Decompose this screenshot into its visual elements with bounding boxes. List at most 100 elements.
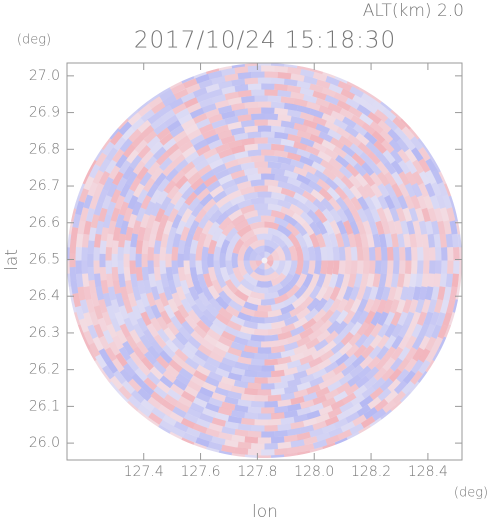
echo-cell xyxy=(206,153,221,165)
echo-cell xyxy=(267,227,284,239)
echo-cell xyxy=(309,108,324,119)
echo-cell xyxy=(137,119,152,134)
echo-cell xyxy=(267,185,283,194)
echo-cell xyxy=(237,72,252,80)
echo-cell xyxy=(402,136,416,151)
echo-cell xyxy=(267,137,282,145)
echo-cell xyxy=(437,182,448,197)
echo-cell xyxy=(247,131,262,139)
echo-cell xyxy=(110,375,123,390)
echo-cell xyxy=(161,399,176,412)
echo-cell xyxy=(283,214,298,227)
echo-cell xyxy=(307,260,316,275)
echo-cell xyxy=(270,260,280,272)
echo-cell xyxy=(305,364,320,376)
echo-cell xyxy=(264,89,278,96)
echo-cell xyxy=(344,260,352,275)
echo-cell xyxy=(377,171,390,187)
echo-cell xyxy=(346,431,360,440)
echo-cell xyxy=(457,273,462,287)
echo-cell xyxy=(363,322,376,338)
echo-cell xyxy=(136,189,149,204)
echo-cell xyxy=(209,351,224,363)
echo-cell xyxy=(110,207,121,222)
echo-cell xyxy=(106,201,117,216)
echo-cell xyxy=(167,226,178,242)
echo-cell xyxy=(159,132,174,146)
echo-cell xyxy=(82,273,90,288)
echo-cell xyxy=(377,334,390,350)
echo-cell xyxy=(181,76,195,84)
altitude-label: ALT(km) 2.0 xyxy=(363,1,464,21)
echo-cell xyxy=(140,125,155,139)
echo-cell xyxy=(324,94,340,106)
echo-cell xyxy=(333,92,349,104)
echo-cell xyxy=(274,405,289,414)
echo-cell xyxy=(168,359,183,373)
echo-cell xyxy=(280,416,295,425)
echo-cell xyxy=(363,208,375,223)
echo-cell xyxy=(175,220,187,235)
echo-cell xyxy=(436,312,446,327)
echo-cell xyxy=(291,212,307,226)
echo-cell xyxy=(455,221,461,235)
echo-cell xyxy=(159,246,167,261)
echo-cell xyxy=(318,319,333,334)
echo-cell xyxy=(221,67,236,77)
echo-cell xyxy=(267,161,282,169)
echo-cell xyxy=(390,311,402,326)
echo-cell xyxy=(402,207,413,222)
echo-cell xyxy=(303,94,318,104)
y-tick-label: 26.7 xyxy=(29,178,60,194)
echo-cell xyxy=(203,361,218,374)
echo-cell xyxy=(230,366,246,376)
echo-cell xyxy=(140,195,152,210)
echo-cell xyxy=(87,182,98,197)
echo-cell xyxy=(363,407,378,420)
echo-cell xyxy=(93,182,105,198)
echo-cell xyxy=(115,329,128,344)
echo-cell xyxy=(218,148,233,159)
echo-cell xyxy=(309,83,324,93)
echo-cell xyxy=(240,186,255,196)
echo-cell xyxy=(78,318,89,333)
echo-cell xyxy=(271,77,285,85)
echo-cell xyxy=(384,195,396,210)
echo-cell xyxy=(192,397,208,408)
echo-cell xyxy=(320,246,328,261)
echo-cell xyxy=(129,177,142,192)
echo-cell xyxy=(343,298,355,313)
radar-disk xyxy=(67,63,462,458)
echo-cell xyxy=(453,247,460,261)
echo-cell xyxy=(333,118,348,131)
echo-cell xyxy=(300,211,314,225)
echo-cell xyxy=(340,421,356,433)
echo-cell xyxy=(347,374,362,387)
echo-cell xyxy=(312,308,327,323)
echo-cell xyxy=(295,232,308,248)
echo-cell xyxy=(83,175,95,191)
echo-cell xyxy=(362,172,376,187)
echo-cell xyxy=(165,253,172,268)
echo-cell xyxy=(290,91,305,101)
echo-cell xyxy=(264,262,271,270)
echo-cell xyxy=(71,208,77,222)
echo-cell xyxy=(384,311,396,326)
echo-cell xyxy=(287,333,302,345)
echo-cell xyxy=(250,358,265,366)
echo-cell xyxy=(274,338,289,347)
echo-cell xyxy=(233,336,249,346)
echo-cell xyxy=(438,336,447,350)
echo-cell xyxy=(376,345,390,360)
echo-cell xyxy=(356,246,364,261)
echo-cell xyxy=(251,443,265,450)
echo-cell xyxy=(316,79,331,89)
echo-cell xyxy=(439,233,447,248)
echo-cell xyxy=(398,160,411,175)
echo-cell xyxy=(195,118,211,130)
echo-cell xyxy=(215,312,230,326)
echo-cell xyxy=(218,335,233,348)
echo-cell xyxy=(406,286,416,301)
echo-cell xyxy=(224,184,239,196)
echo-cell xyxy=(230,127,245,136)
